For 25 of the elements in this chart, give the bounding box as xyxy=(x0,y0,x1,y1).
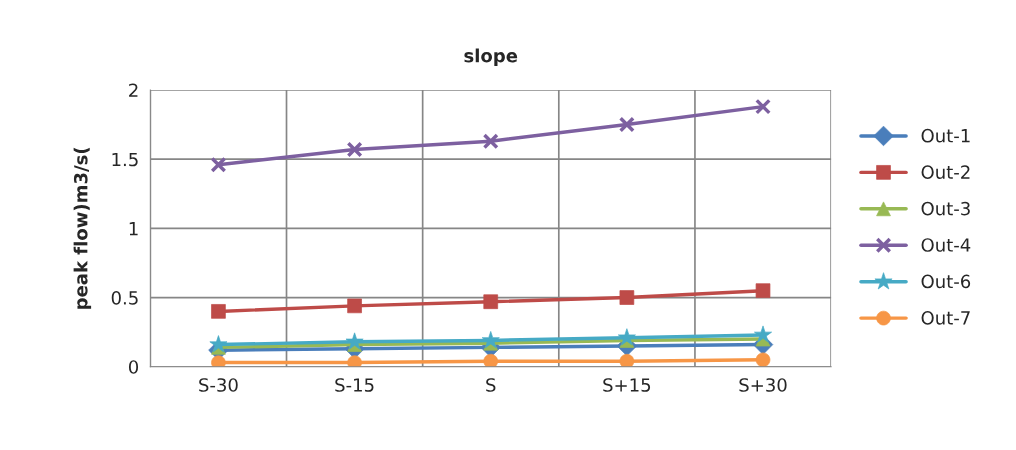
y-tick-label: 2 xyxy=(129,83,138,97)
y-tick-label: 0.5 xyxy=(111,291,138,305)
x-tick-label: S+30 xyxy=(739,378,787,392)
x-tick-label: S-15 xyxy=(335,378,374,392)
x-tick-label: S xyxy=(486,378,496,392)
point xyxy=(346,141,363,158)
point xyxy=(482,133,499,150)
legend-label: Out-1 xyxy=(921,128,970,143)
point xyxy=(210,156,227,173)
point xyxy=(618,116,635,133)
y-tick-label: 1 xyxy=(129,222,138,236)
y-tick-label: 1.5 xyxy=(112,152,138,167)
legend-label: Out-7 xyxy=(921,311,970,325)
legend-label: Out-2 xyxy=(921,165,970,179)
legend-label: Out-6 xyxy=(921,274,971,289)
x-tick-label: S-30 xyxy=(199,378,238,392)
legend-label: Out-3 xyxy=(921,201,970,216)
y-tick-label: 0 xyxy=(128,360,139,374)
point xyxy=(755,283,771,298)
point xyxy=(347,298,362,314)
legend-label: Out-4 xyxy=(921,238,971,252)
chart-title: slope xyxy=(464,48,518,66)
x-tick-label: S+15 xyxy=(603,378,651,392)
y-axis-title: peak flow)m3/s( xyxy=(73,147,92,309)
point xyxy=(755,98,772,115)
